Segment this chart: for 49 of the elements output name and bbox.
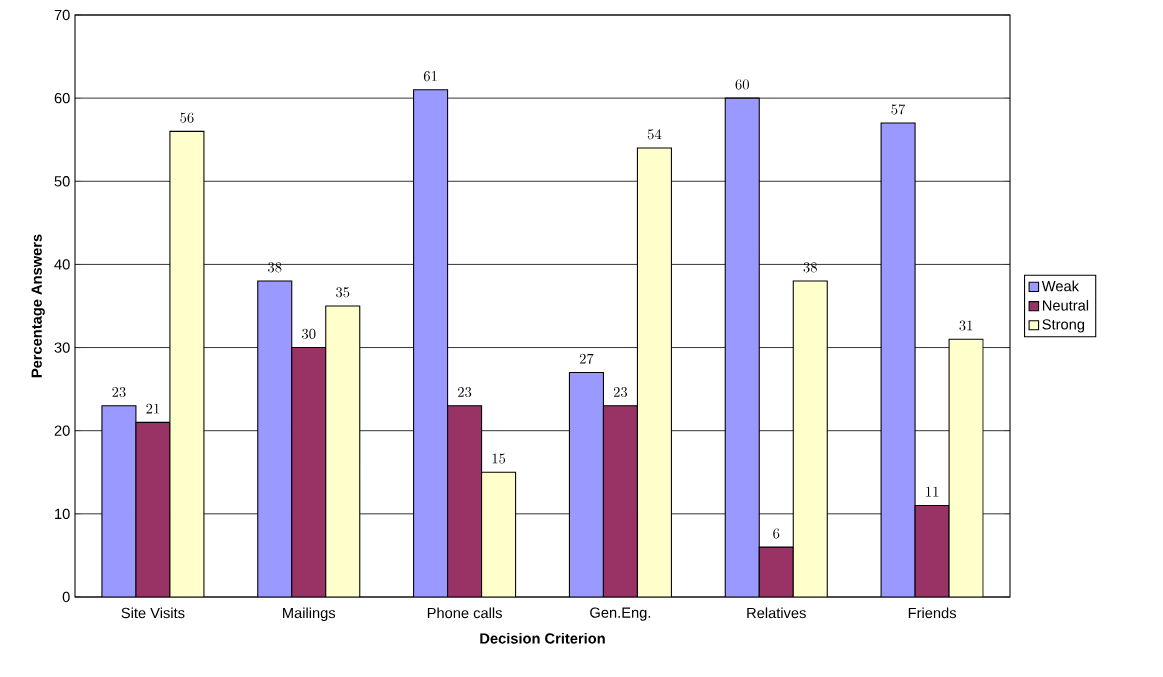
data-label: 23	[613, 387, 628, 398]
data-label: 60	[735, 79, 749, 90]
bar	[636, 147, 672, 597]
bar	[413, 89, 449, 597]
legend-label: Weak	[1041, 280, 1080, 292]
bar	[257, 280, 293, 597]
x-tick-label: Gen.Eng.	[590, 607, 651, 621]
x-tick-label: Mailings	[283, 607, 336, 622]
bar	[568, 371, 604, 597]
bar	[948, 338, 984, 597]
legend-label: Neutral	[1042, 299, 1089, 311]
bar	[792, 280, 828, 597]
bar	[724, 97, 760, 597]
x-tick-label: Relatives	[747, 607, 806, 619]
data-label: 6	[773, 528, 780, 539]
data-label: 15	[492, 453, 506, 464]
y-axis-title: Percentage Answers	[31, 234, 45, 378]
y-tick-label: 70	[54, 9, 70, 21]
x-axis-title: Decision Criterion	[480, 632, 605, 644]
data-label: 56	[180, 112, 194, 123]
data-label: 21	[146, 403, 160, 414]
data-label: 61	[423, 71, 437, 82]
data-label: 23	[458, 387, 472, 398]
data-label: 30	[302, 328, 316, 339]
y-tick-label: 40	[54, 259, 70, 270]
y-tick-label: 30	[54, 342, 70, 353]
data-label: 38	[268, 262, 282, 273]
y-tick-label: 0	[62, 591, 70, 603]
x-tick-label: Phone calls	[427, 607, 502, 619]
y-tick-label: 50	[54, 176, 70, 187]
x-tick-label: Friends	[908, 607, 956, 619]
legend-label: Strong	[1042, 319, 1085, 333]
y-tick-label: 60	[54, 92, 70, 104]
data-label: 35	[336, 287, 350, 298]
bar	[169, 130, 205, 597]
y-tick-label: 20	[54, 425, 70, 436]
data-label: 23	[112, 387, 126, 398]
bar	[880, 122, 916, 597]
bar	[481, 471, 517, 597]
bar	[325, 305, 361, 597]
y-tick-label: 10	[55, 508, 70, 520]
data-label: 31	[959, 320, 973, 331]
data-label: 57	[891, 104, 906, 115]
bar	[101, 405, 137, 597]
x-tick-label: Site Visits	[121, 607, 185, 619]
data-label: 11	[926, 486, 939, 497]
data-label: 27	[579, 353, 594, 364]
data-label: 54	[647, 129, 662, 140]
data-label: 38	[803, 262, 817, 273]
